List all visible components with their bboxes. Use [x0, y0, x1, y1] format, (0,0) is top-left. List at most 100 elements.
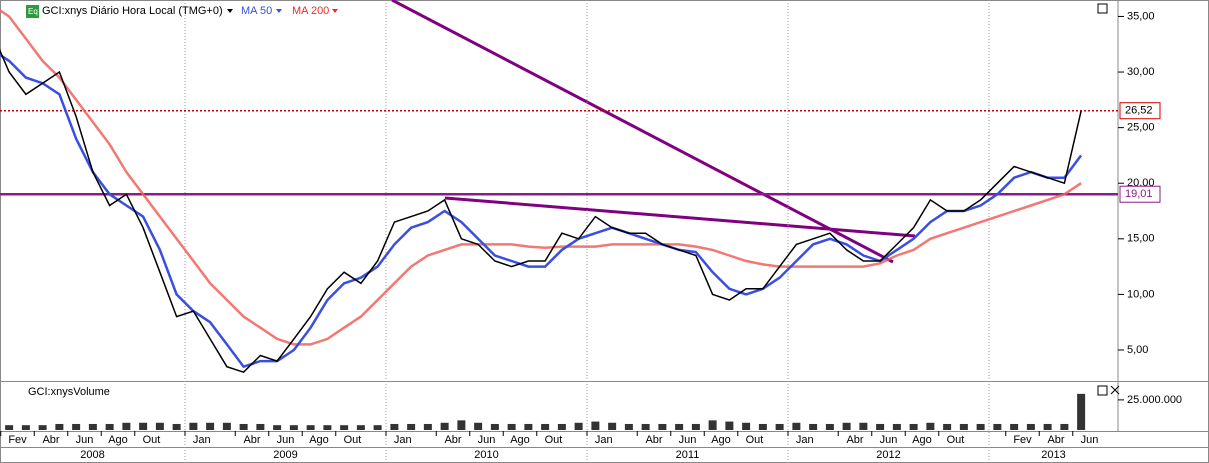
- volume-bar: [591, 421, 600, 430]
- maximize-button[interactable]: [1097, 385, 1108, 396]
- x-tick-label: Jan: [796, 434, 814, 446]
- volume-bar: [490, 423, 499, 430]
- volume-bar: [289, 425, 298, 430]
- volume-bar: [155, 422, 164, 430]
- volume-bar: [189, 422, 198, 430]
- y-tick-label: 25,00: [1127, 122, 1155, 134]
- y-tick-label: 25.000.000: [1127, 394, 1182, 406]
- volume-bar: [725, 421, 734, 430]
- price-flag: [1119, 102, 1161, 120]
- dropdown-arrow[interactable]: [332, 9, 338, 13]
- x-tick-label: Ago: [912, 434, 932, 446]
- maximize-button[interactable]: [1097, 3, 1108, 14]
- volume-bar: [88, 423, 97, 430]
- price-flag-label: 26,52: [1125, 105, 1153, 117]
- moving-average: [0, 8, 1082, 346]
- x-tick-label: Ago: [510, 434, 530, 446]
- legend-entry[interactable]: GCI:xnys Diário Hora Local (TMG+0): [42, 5, 223, 17]
- volume-bar: [541, 423, 550, 430]
- y-tick-label: 15,00: [1127, 233, 1155, 245]
- volume-bar: [72, 423, 81, 430]
- volume-bar: [306, 425, 315, 430]
- legend-entry[interactable]: MA 50: [241, 5, 272, 17]
- x-tick-label: Out: [143, 434, 161, 446]
- volume-bar: [323, 425, 332, 430]
- volume-bar: [273, 425, 282, 430]
- volume-bar: [943, 423, 952, 430]
- close-button[interactable]: [1110, 385, 1120, 395]
- x-tick-label: Jun: [76, 434, 94, 446]
- legend-entry[interactable]: MA 200: [292, 5, 329, 17]
- x-tick-label: Abr: [444, 434, 461, 446]
- year-label: 2013: [1041, 449, 1065, 461]
- year-label: 2010: [474, 449, 498, 461]
- volume-bar: [892, 423, 901, 430]
- volume-bar: [1043, 423, 1052, 430]
- x-tick-label: Ago: [108, 434, 128, 446]
- price-flag: [1119, 185, 1161, 203]
- x-tick-label: Out: [545, 434, 563, 446]
- volume-bar: [474, 422, 483, 430]
- volume-bar: [1077, 393, 1086, 430]
- volume-bar: [139, 422, 148, 430]
- dropdown-arrow[interactable]: [276, 9, 282, 13]
- y-tick-label: 35,00: [1127, 10, 1155, 22]
- x-tick-label: Out: [947, 434, 965, 446]
- volume-bar: [407, 423, 416, 430]
- volume-bar: [775, 423, 784, 430]
- dropdown-arrow[interactable]: [227, 9, 233, 13]
- x-tick-label: Jan: [193, 434, 211, 446]
- volume-bar: [876, 423, 885, 430]
- volume-bar: [675, 423, 684, 430]
- volume-bar: [959, 423, 968, 430]
- y-tick-label: 5,00: [1127, 344, 1148, 356]
- volume-bar: [624, 423, 633, 430]
- volume-bar: [172, 423, 181, 430]
- x-tick-label: Fev: [1013, 434, 1032, 446]
- plot-area: 2008 2009 2010 2011 2012 2013 Fev Abr Jun Ago Out J…: [0, 0, 1182, 463]
- year-label: 2012: [876, 449, 900, 461]
- volume-bar: [825, 423, 834, 430]
- trend-line: [391, 0, 894, 264]
- volume-bar: [557, 423, 566, 430]
- volume-bar: [993, 423, 1002, 430]
- volume-bar: [206, 422, 215, 430]
- x-tick-label: Jan: [394, 434, 412, 446]
- volume-bar: [926, 422, 935, 430]
- y-tick-label: 30,00: [1127, 66, 1155, 78]
- x-tick-label: Jun: [679, 434, 697, 446]
- x-tick-label: Jun: [1081, 434, 1099, 446]
- volume-bar: [373, 425, 382, 430]
- volume-bar: [38, 425, 47, 430]
- x-tick-label: Out: [746, 434, 764, 446]
- volume-bar: [55, 423, 64, 430]
- volume-bar: [1026, 423, 1035, 430]
- year-label: 2008: [80, 449, 104, 461]
- volume-bar: [457, 420, 466, 430]
- x-tick-label: Jun: [478, 434, 496, 446]
- y-tick-label: 10,00: [1127, 288, 1155, 300]
- icon-label: Eq: [28, 7, 38, 16]
- x-tick-label: Ago: [309, 434, 329, 446]
- x-tick-label: Abr: [645, 434, 662, 446]
- volume-bar: [758, 423, 767, 430]
- year-label: 2009: [273, 449, 297, 461]
- x-tick-label: Jan: [595, 434, 613, 446]
- volume-bar: [356, 425, 365, 430]
- volume-bar: [239, 423, 248, 430]
- volume-bar: [792, 422, 801, 430]
- volume-bar: [842, 422, 851, 430]
- volume-bar: [574, 422, 583, 430]
- volume-bar: [423, 423, 432, 430]
- volume-bar: [222, 422, 231, 430]
- x-tick-label: Out: [344, 434, 362, 446]
- x-tick-label: Ago: [711, 434, 731, 446]
- price-flag-label: 19,01: [1125, 188, 1153, 200]
- volume-title: GCI:xnysVolume: [28, 386, 110, 398]
- x-tick-label: Jun: [880, 434, 898, 446]
- volume-bar: [507, 423, 516, 430]
- year-label: 2011: [676, 449, 700, 461]
- price-line: [0, 48, 1082, 374]
- x-tick-label: Abr: [243, 434, 260, 446]
